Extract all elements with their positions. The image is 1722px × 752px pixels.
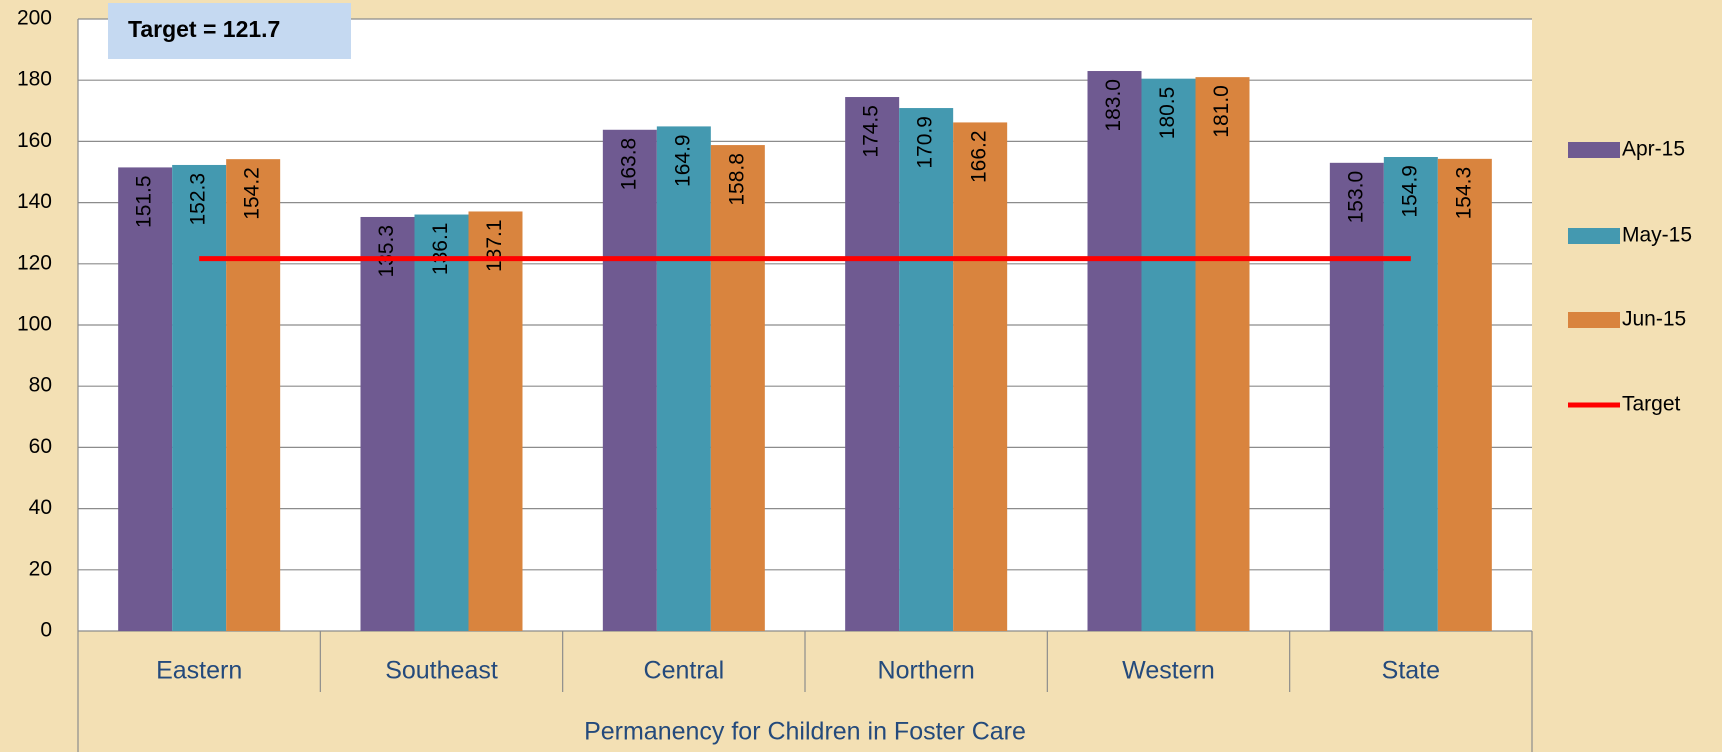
bar	[953, 122, 1008, 631]
y-tick-label: 60	[29, 435, 52, 458]
bar	[360, 216, 415, 631]
data-label: 181.0	[1210, 85, 1233, 138]
data-label: 152.3	[187, 173, 210, 226]
bar	[468, 211, 523, 631]
y-tick-label: 40	[29, 496, 52, 519]
y-tick-label: 20	[29, 557, 52, 580]
y-tick-label: 200	[17, 7, 52, 30]
x-tick-label: State	[1382, 657, 1440, 685]
data-label: 135.3	[375, 225, 398, 278]
bar	[1195, 77, 1250, 631]
data-label: 153.0	[1344, 171, 1367, 224]
data-label: 163.8	[617, 138, 640, 191]
x-tick-label: Northern	[878, 657, 975, 685]
data-label: 174.5	[860, 105, 883, 158]
data-label: 154.9	[1398, 165, 1421, 218]
bar	[656, 126, 711, 631]
y-tick-label: 100	[17, 313, 52, 336]
data-label: 180.5	[1156, 87, 1179, 140]
bar	[118, 167, 173, 631]
y-tick-label: 160	[17, 129, 52, 152]
bar	[710, 145, 765, 631]
bar	[1437, 158, 1492, 632]
x-tick-label: Eastern	[156, 657, 242, 685]
legend-swatch	[1568, 228, 1620, 244]
legend-label: Target	[1622, 393, 1681, 416]
bar	[1087, 71, 1142, 631]
legend-swatch	[1568, 312, 1620, 328]
data-label: 183.0	[1102, 79, 1125, 132]
data-label: 154.3	[1452, 167, 1475, 220]
annotation-box	[108, 3, 351, 59]
bar	[414, 214, 469, 631]
legend-label: Apr-15	[1622, 138, 1685, 161]
bar	[172, 164, 227, 631]
bar	[1329, 162, 1384, 631]
x-tick-label: Western	[1122, 657, 1215, 685]
x-tick-label: Central	[644, 657, 725, 685]
y-tick-label: 120	[17, 251, 52, 274]
data-label: 151.5	[133, 175, 156, 228]
bar	[899, 108, 954, 631]
bar	[1383, 157, 1438, 632]
data-label: 166.2	[968, 130, 991, 183]
y-tick-label: 0	[40, 619, 52, 642]
data-label: 164.9	[671, 134, 694, 187]
data-label: 158.8	[725, 153, 748, 206]
data-label: 137.1	[483, 219, 506, 272]
data-label: 170.9	[914, 116, 937, 169]
legend-label: Jun-15	[1622, 308, 1686, 331]
bar	[226, 159, 281, 631]
legend-swatch	[1568, 142, 1620, 158]
legend-label: May-15	[1622, 224, 1692, 247]
y-tick-label: 80	[29, 374, 52, 397]
x-axis-title: Permanency for Children in Foster Care	[584, 718, 1026, 746]
y-tick-label: 180	[17, 68, 52, 91]
y-tick-label: 140	[17, 190, 52, 213]
annotation: Target = 121.7	[128, 16, 280, 42]
data-label: 136.1	[429, 223, 452, 276]
data-label: 154.2	[241, 167, 264, 220]
bar	[845, 97, 900, 631]
bar	[1141, 78, 1196, 632]
bar	[602, 129, 657, 631]
x-tick-label: Southeast	[385, 657, 498, 685]
